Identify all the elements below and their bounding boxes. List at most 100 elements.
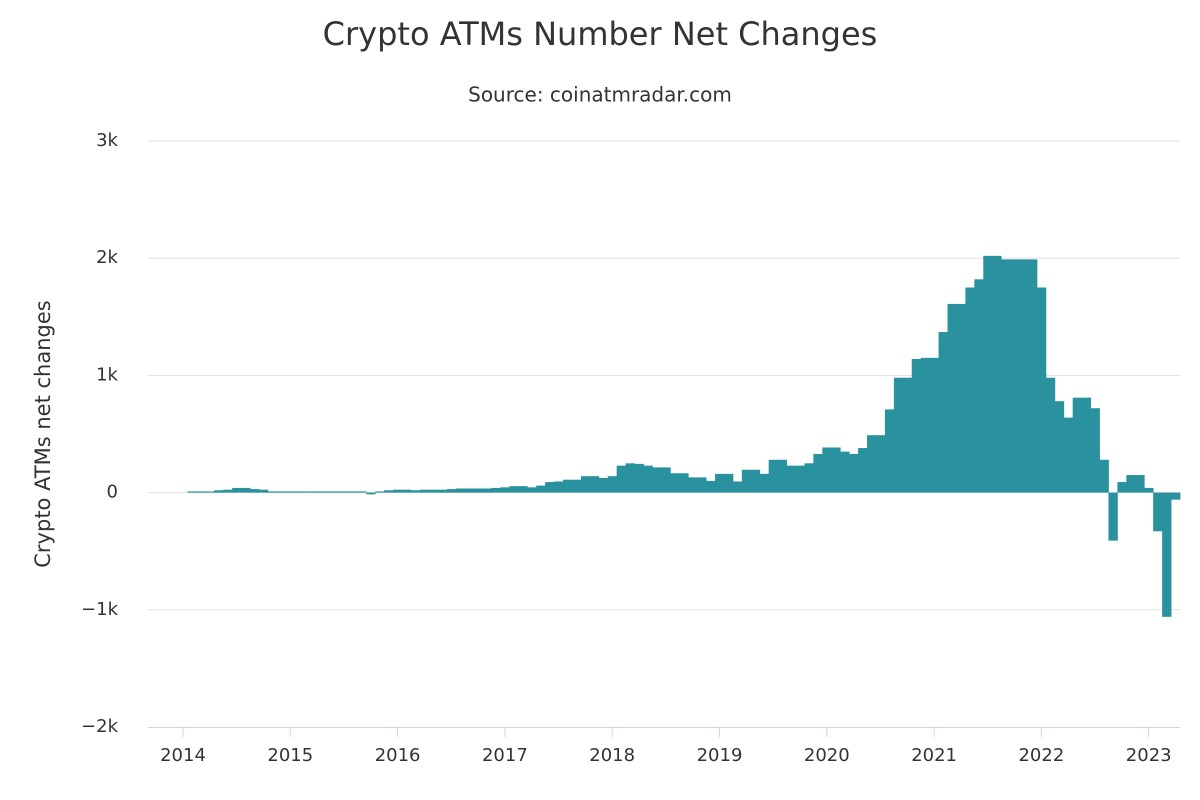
- bar: [715, 473, 725, 493]
- bar: [267, 491, 278, 493]
- bar: [1045, 377, 1056, 493]
- bar: [232, 487, 242, 493]
- bar: [294, 491, 305, 493]
- bar: [545, 482, 555, 493]
- bar: [339, 491, 349, 493]
- x-tick-label: 2017: [482, 745, 528, 766]
- bar: [741, 469, 752, 493]
- bar: [241, 487, 251, 493]
- x-tick-label: 2021: [911, 745, 957, 766]
- bar: [688, 477, 698, 493]
- bar: [366, 492, 376, 495]
- bar: [357, 491, 367, 493]
- y-tick-label: 1k: [96, 364, 118, 385]
- bar: [893, 377, 904, 493]
- bar: [1054, 401, 1065, 493]
- bar: [1171, 492, 1181, 500]
- bar: [464, 488, 475, 493]
- bar: [446, 489, 457, 493]
- bar: [634, 463, 644, 493]
- bar: [1036, 287, 1047, 493]
- bar: [813, 453, 823, 493]
- y-axis-title: Crypto ATMs net changes: [31, 300, 55, 567]
- bar: [697, 477, 707, 493]
- bar: [250, 489, 260, 493]
- bar: [276, 491, 287, 493]
- bar: [1027, 259, 1038, 493]
- x-tick-label: 2015: [267, 745, 313, 766]
- x-tick-label: 2016: [375, 745, 421, 766]
- bar: [1108, 492, 1118, 541]
- bar: [786, 465, 796, 493]
- bar: [929, 357, 939, 493]
- bar: [750, 469, 761, 493]
- bar: [205, 491, 215, 493]
- bar: [1019, 259, 1029, 493]
- bar: [1001, 259, 1011, 493]
- bar: [1162, 492, 1172, 617]
- bar: [920, 357, 931, 493]
- bar: [428, 489, 439, 493]
- bar: [804, 463, 814, 493]
- bar: [661, 467, 671, 493]
- bar: [723, 473, 734, 493]
- bar: [643, 465, 653, 493]
- bar: [1144, 487, 1154, 493]
- bar: [670, 473, 680, 493]
- bar: [500, 487, 510, 493]
- bar: [911, 358, 922, 493]
- bar: [1010, 259, 1020, 493]
- x-tick-label: 2023: [1126, 745, 1172, 766]
- bar: [214, 490, 224, 493]
- bar: [598, 477, 609, 493]
- bar: [822, 447, 832, 493]
- bar: [974, 279, 984, 493]
- bar: [437, 489, 448, 493]
- bar: [732, 481, 743, 493]
- bar: [849, 453, 859, 493]
- bar: [1135, 475, 1145, 493]
- bar: [1090, 408, 1100, 493]
- bar: [518, 486, 528, 493]
- bar: [777, 459, 787, 493]
- bar: [706, 480, 716, 493]
- y-tick-label: 0: [107, 482, 118, 503]
- chart-subtitle: Source: coinatmradar.com: [468, 83, 732, 107]
- bar: [312, 491, 322, 493]
- x-tick-label: 2020: [804, 745, 850, 766]
- bar: [759, 473, 770, 493]
- bar: [616, 465, 627, 493]
- bar: [187, 491, 197, 493]
- chart-title: Crypto ATMs Number Net Changes: [323, 15, 878, 53]
- y-tick-label: 2k: [96, 247, 118, 268]
- bar: [259, 489, 269, 493]
- bar: [1072, 397, 1083, 493]
- bar: [393, 489, 403, 493]
- bar: [223, 489, 233, 493]
- bar: [983, 255, 993, 493]
- bar: [509, 486, 519, 493]
- bar: [580, 476, 591, 493]
- y-tick-label: −1k: [81, 599, 119, 620]
- bar: [652, 467, 662, 493]
- bar: [947, 303, 957, 493]
- x-tick-label: 2019: [697, 745, 743, 766]
- y-tick-label: −2k: [81, 716, 119, 737]
- bar: [285, 491, 296, 493]
- bar: [831, 447, 841, 493]
- bar: [527, 487, 537, 493]
- bar: [1081, 397, 1091, 493]
- x-tick-label: 2018: [589, 745, 635, 766]
- bar: [938, 332, 948, 493]
- bar: [419, 489, 430, 493]
- bar: [768, 459, 779, 493]
- bar: [965, 287, 975, 493]
- bar: [1126, 475, 1136, 493]
- bar: [455, 488, 466, 493]
- bar: [563, 479, 573, 493]
- bar: [795, 465, 805, 493]
- bar: [840, 451, 850, 493]
- bar: [867, 435, 877, 493]
- bar: [875, 435, 886, 493]
